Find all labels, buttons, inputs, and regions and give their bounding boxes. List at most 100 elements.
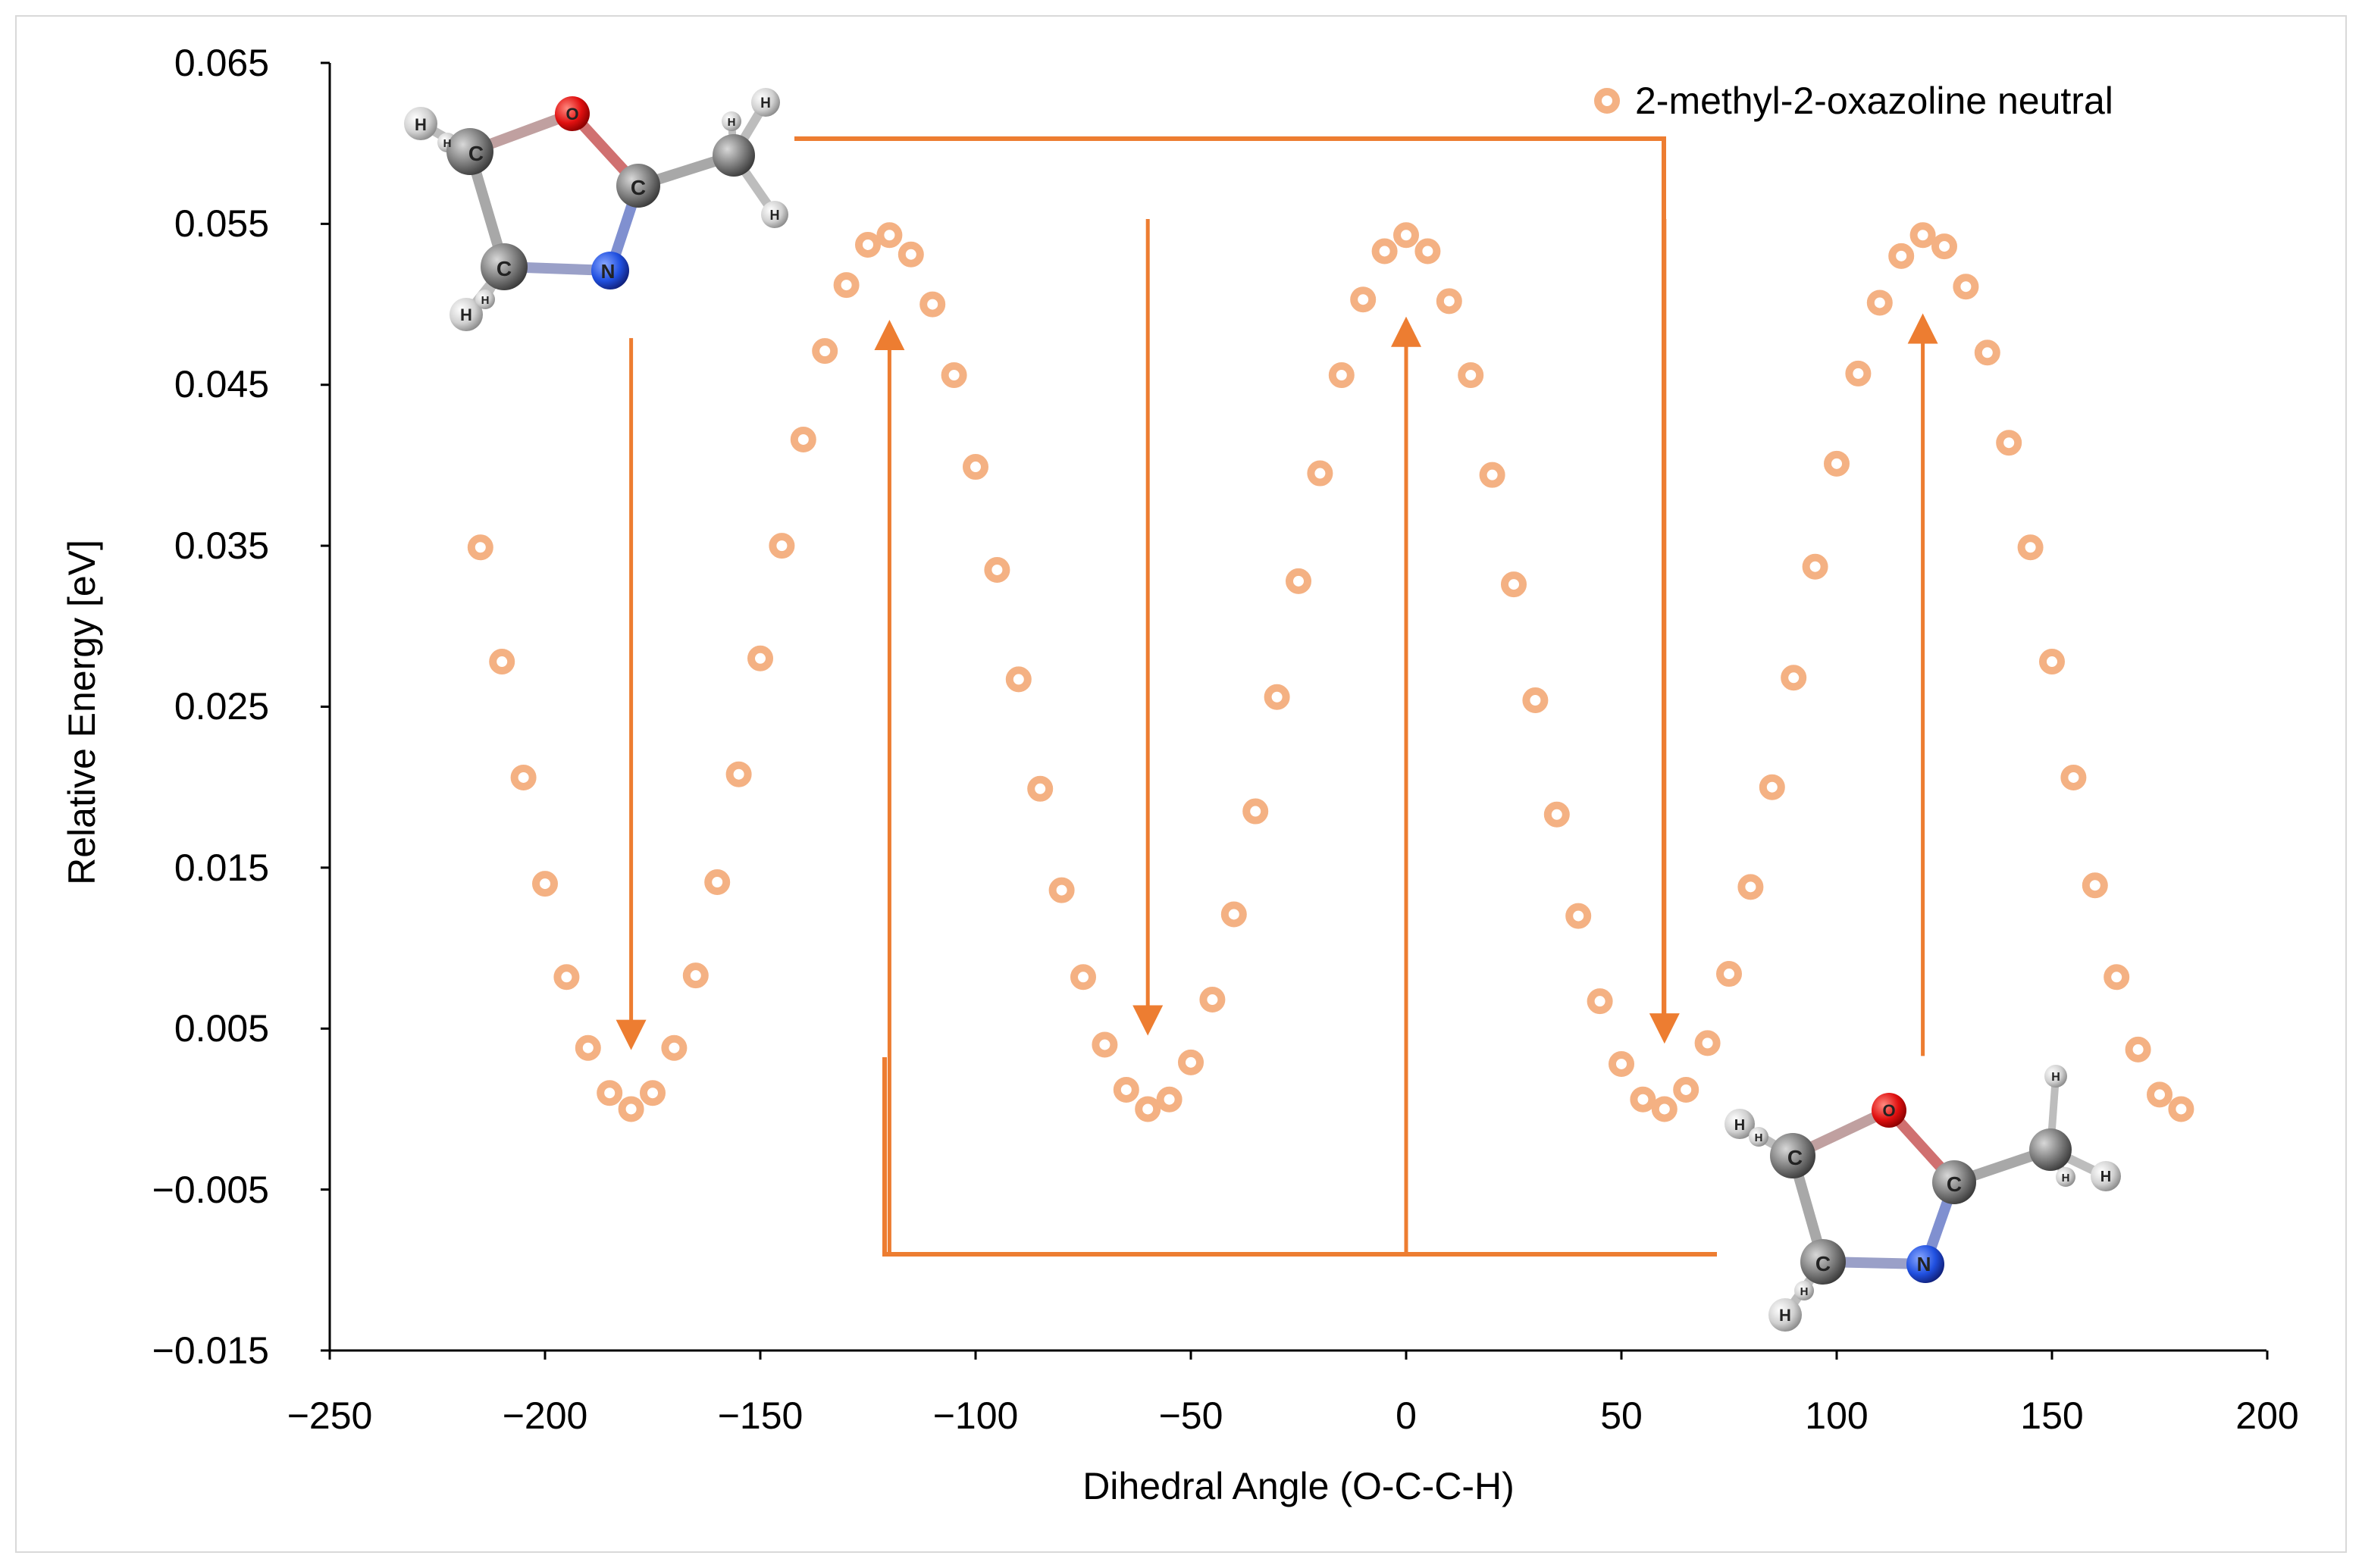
carbon-atom [2029,1128,2072,1171]
connector-lines [794,136,1717,1257]
data-point [919,291,946,318]
data-point [1630,1086,1656,1113]
data-point [1092,1031,1118,1058]
data-point [2125,1036,2151,1063]
atom-label: O [565,105,578,124]
data-point [1199,987,1226,1013]
atom-label: O [1882,1101,1895,1120]
oxygen-atom [1872,1093,1906,1128]
atom-label: C [1815,1252,1831,1275]
data-point [1371,238,1398,264]
data-point [1543,801,1570,828]
data-point [2104,964,2130,991]
hydrogen-atom [761,201,788,228]
data-point [1694,1030,1721,1056]
data-point [984,556,1010,583]
atom-label: H [443,137,452,150]
data-point [1651,1096,1678,1122]
oxygen-atom [555,96,590,131]
atom-label: H [728,116,736,129]
carbon-atom [1770,1133,1815,1178]
hydrogen-atom [2056,1167,2075,1187]
data-point [2039,649,2065,675]
atom-label: H [1755,1131,1763,1144]
data-point [963,454,988,480]
data-point [510,764,537,790]
data-point [1113,1076,1139,1103]
data-point [1996,430,2022,456]
data-point [2147,1081,2172,1108]
data-point [725,761,752,787]
carbon-atom [1932,1160,1976,1204]
data-point [1953,274,1979,300]
top-bracket-line [794,136,1666,1019]
atom-label: N [1917,1253,1931,1275]
data-point [1156,1086,1183,1113]
atom-label: C [497,257,512,280]
data-point [661,1034,688,1061]
x-tick-label: 100 [1805,1394,1868,1437]
data-point [855,231,881,258]
data-point [1888,243,1915,269]
atom-label: H [1779,1306,1791,1325]
data-point [1242,798,1269,825]
data-point [897,241,924,268]
data-point [1070,964,1096,991]
y-axis-ticks [321,61,330,1352]
data-point [682,962,709,989]
atom-label: H [1800,1285,1809,1298]
carbon-atom [616,164,660,208]
hydrogen-atom [2044,1065,2067,1088]
x-axis-ticks [328,1350,2269,1360]
data-point [1737,874,1764,900]
data-point [2017,534,2044,561]
data-point [1264,684,1290,710]
carbon-atom [713,134,755,177]
data-point [1609,1050,1634,1077]
hydrogen-atom [722,111,741,131]
hydrogen-atom [404,107,437,140]
data-point [553,964,580,991]
data-point [1307,460,1333,487]
atom-label: H [760,95,771,111]
data-point [1048,877,1075,903]
x-tick-label: −200 [503,1394,588,1437]
y-tick-label: 0.015 [174,847,269,889]
atom-label: H [2051,1071,2060,1084]
data-point [532,871,558,897]
hydrogen-atom [1725,1109,1755,1139]
nitrogen-atom [1906,1245,1944,1283]
data-point [704,869,731,895]
y-tick-label: −0.005 [152,1169,269,1211]
x-tick-label: 50 [1600,1394,1643,1437]
atom-label: C [631,176,646,199]
hydrogen-atom [475,290,495,309]
data-point [1178,1049,1204,1075]
data-points [467,222,2194,1122]
atom-label: H [1734,1117,1745,1134]
x-tick-label: −50 [1159,1394,1223,1437]
data-point [1005,666,1032,693]
y-tick-label: −0.015 [152,1329,269,1372]
hydrogen-atom [751,88,780,117]
data-point [1845,360,1872,387]
data-point [2168,1096,2194,1122]
atom-label: H [460,305,472,324]
data-point [1501,571,1527,598]
data-point [1781,665,1807,691]
hydrogen-atom [1768,1298,1802,1332]
atom-label: C [468,142,484,165]
chart-border [15,15,2347,1553]
molecule-diagram-top: O C C C N H H H H H H H [404,88,788,331]
data-point [1393,222,1419,249]
y-tick-label: 0.035 [174,524,269,567]
data-point [769,533,795,559]
atom-label: H [481,294,490,307]
data-point [2060,764,2087,790]
data-point [941,362,967,389]
data-point [575,1034,601,1061]
atom-label: N [601,260,616,283]
x-tick-label: −100 [933,1394,1019,1437]
data-point [467,534,493,561]
carbon-atom [1800,1239,1846,1285]
